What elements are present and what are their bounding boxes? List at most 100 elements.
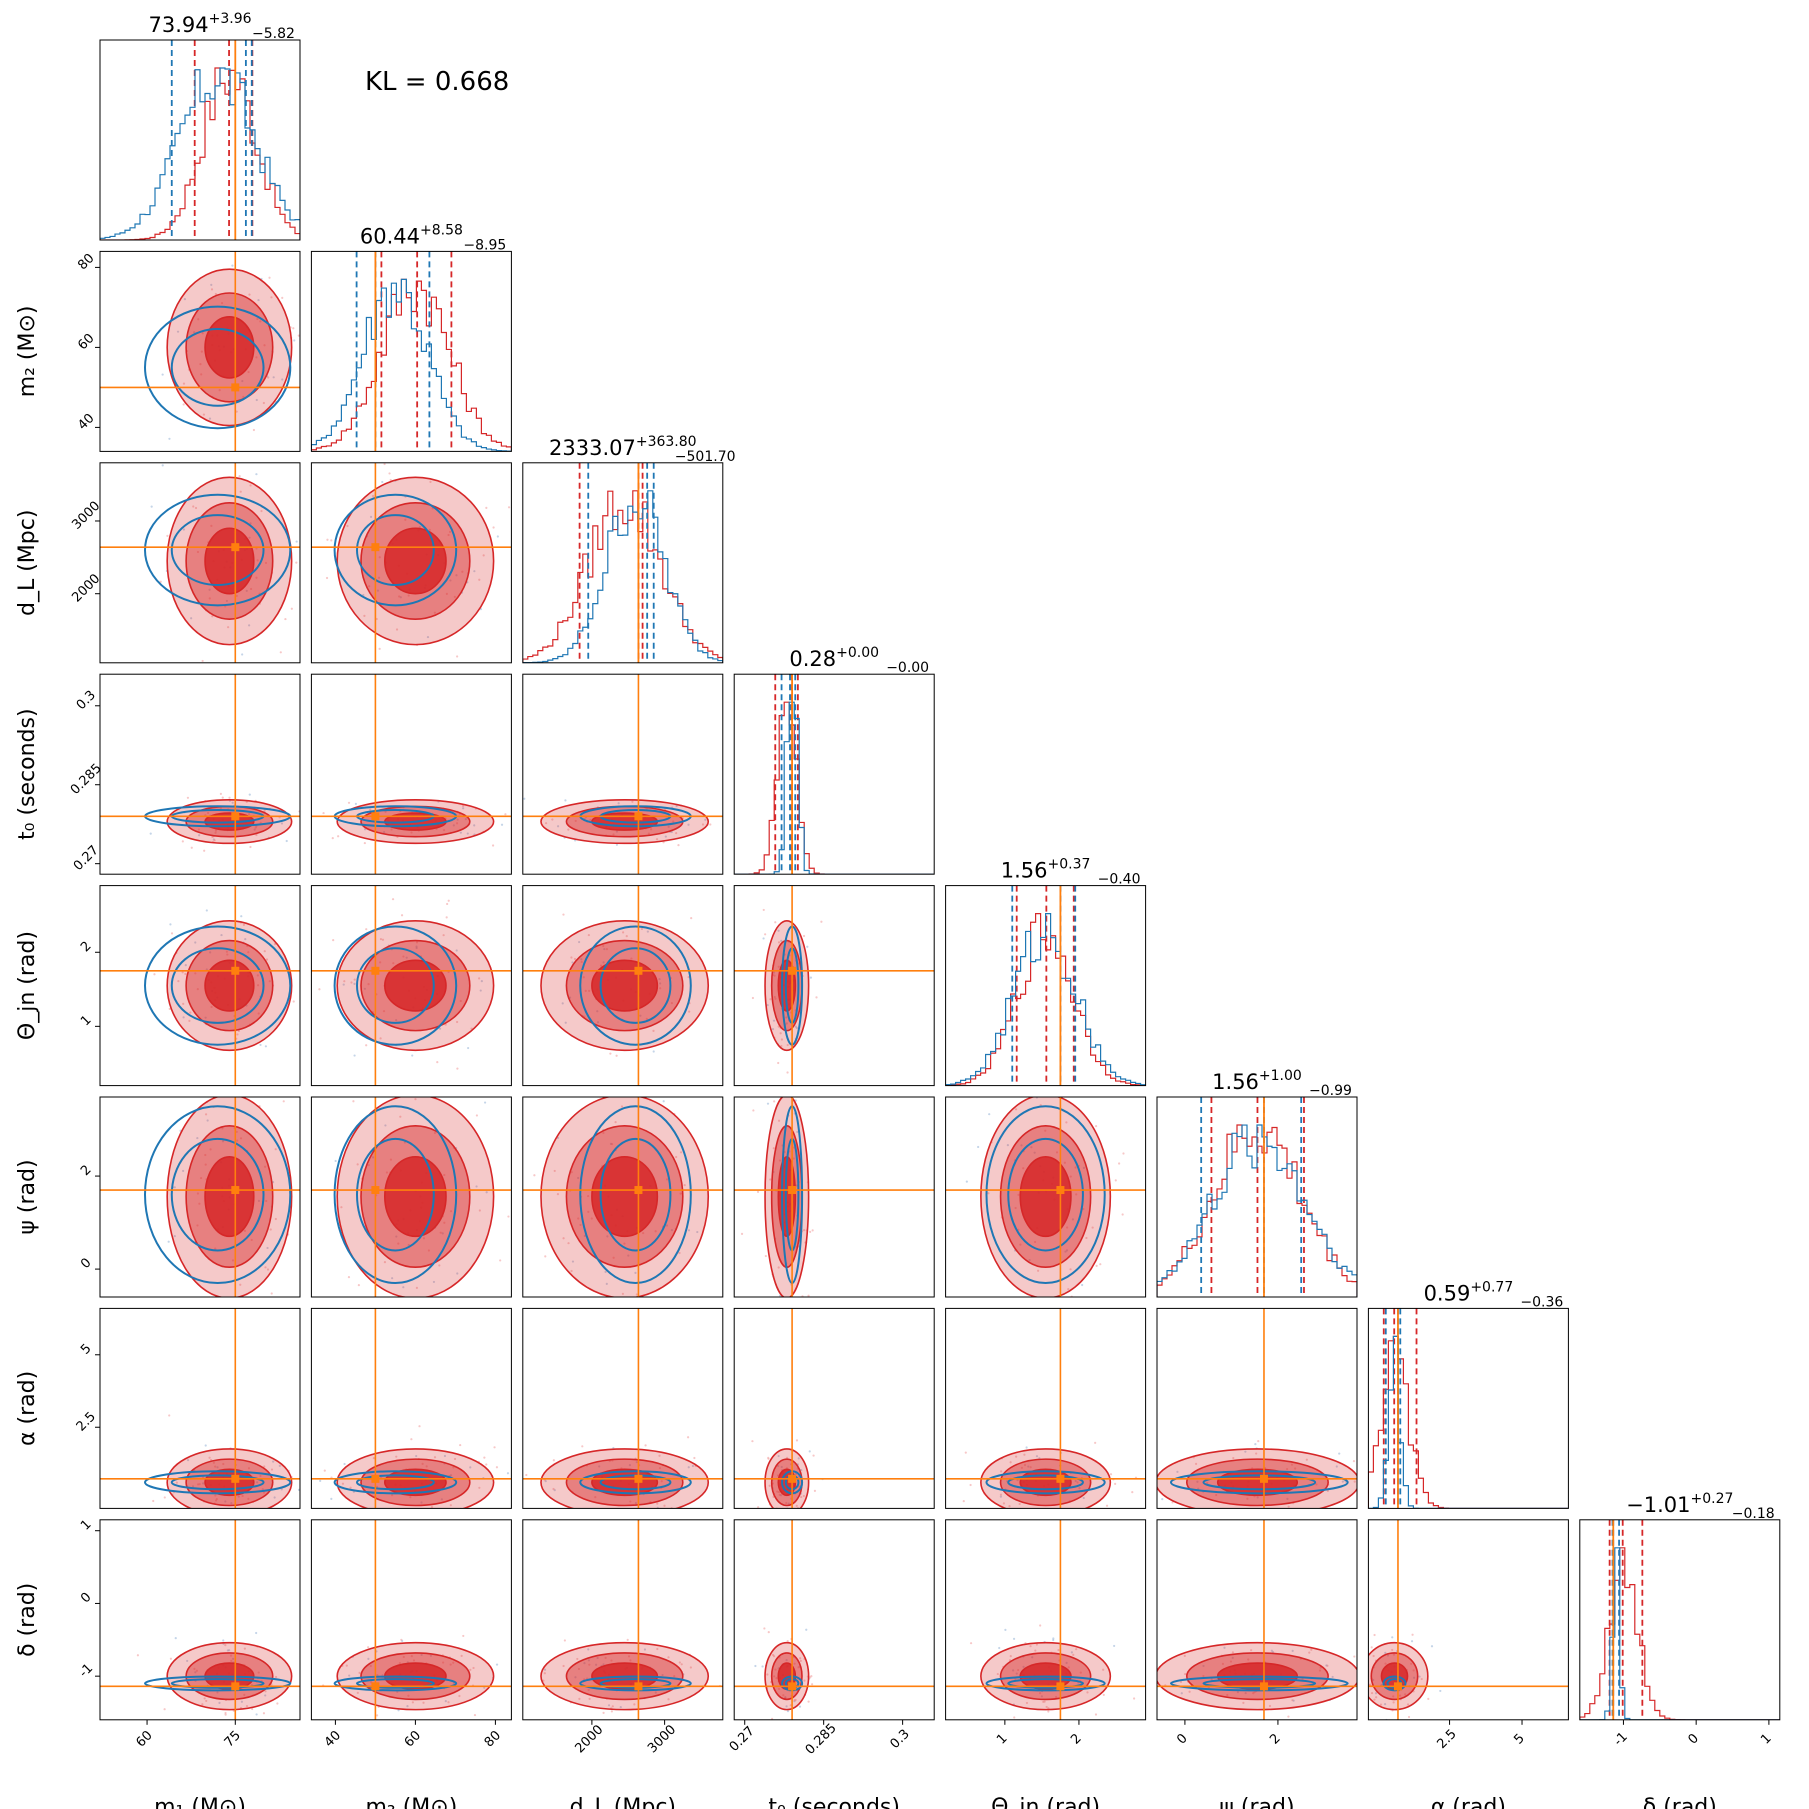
panel-title-delta: −1.01+0.27: [1626, 1491, 1733, 1517]
contour-blue-level-0: [579, 1675, 692, 1692]
scatter-point: [1206, 1481, 1209, 1485]
scatter-point: [693, 1456, 696, 1460]
scatter-point: [687, 823, 690, 826]
scatter-point: [977, 1145, 980, 1149]
scatter-point: [1074, 1166, 1077, 1169]
scatter-point: [200, 350, 203, 353]
scatter-point: [763, 1041, 765, 1043]
scatter-point: [205, 909, 208, 912]
scatter-point: [587, 1648, 590, 1651]
contour-blue-level-0: [333, 493, 458, 607]
scatter-panel-m1-t0: 0.27 0.285 0.3: [68, 673, 301, 875]
scatter-point: [578, 1697, 581, 1700]
scatter-point: [796, 1313, 798, 1315]
contour-red-level-2: [383, 1155, 447, 1238]
scatter-point: [163, 1496, 166, 1499]
scatter-point: [1114, 1482, 1117, 1485]
scatter-point: [439, 1231, 442, 1234]
scatter-point: [773, 1675, 776, 1678]
scatter-panel-psi-alpha: [1156, 1307, 1358, 1509]
scatter-point: [1116, 1647, 1118, 1649]
scatter-point: [519, 824, 521, 826]
scatter-point: [467, 1046, 470, 1050]
histogram-red-t0: [734, 701, 935, 875]
scatter-panel-m2-delta: 40 60 80: [310, 1519, 512, 1750]
scatter-point: [182, 1016, 185, 1019]
scatter-point: [574, 819, 577, 823]
scatter-point: [420, 1523, 422, 1525]
panel-title-plus-delta: +0.27: [1691, 1491, 1734, 1507]
scatter-point: [551, 818, 554, 821]
scatter-point: [255, 1713, 258, 1716]
scatter-point: [568, 996, 572, 999]
y-axis-label-delta: δ (rad): [15, 1583, 40, 1657]
scatter-point: [246, 679, 248, 681]
scatter-point: [255, 473, 258, 476]
scatter-point: [219, 792, 222, 795]
scatter-point: [445, 916, 448, 919]
scatter-point: [640, 927, 644, 931]
x-axis-label-theta: Θ_jn (rad): [991, 1795, 1100, 1809]
scatter-point: [284, 617, 287, 621]
panel-frame: [1156, 1307, 1358, 1509]
scatter-point: [787, 1502, 790, 1505]
y-axis-label-theta: Θ_jn (rad): [15, 931, 40, 1040]
scatter-point: [177, 980, 180, 983]
panel-frame: [733, 1307, 935, 1509]
scatter-point: [387, 1344, 389, 1346]
truth-marker: [371, 966, 380, 975]
scatter-point: [751, 996, 755, 1000]
scatter-panel-m1-delta: -1 0 1 60 75: [76, 1517, 301, 1750]
scatter-point: [762, 908, 765, 912]
scatter-point: [1270, 1649, 1273, 1652]
scatter-point: [656, 1502, 659, 1505]
scatter-point: [779, 1032, 782, 1035]
scatter-point: [583, 1662, 586, 1665]
scatter-point: [381, 938, 385, 941]
contour-blue-level-0: [1382, 1675, 1407, 1692]
panel-title-psi: 1.56+1.00: [1212, 1068, 1302, 1094]
scatter-point: [415, 941, 419, 944]
scatter-point: [276, 1702, 279, 1705]
scatter-point: [570, 1269, 573, 1273]
scatter-point: [664, 835, 667, 838]
scatter-point: [567, 828, 570, 831]
scatter-point: [201, 659, 204, 663]
truth-marker: [1056, 1682, 1065, 1691]
scatter-point: [1078, 1487, 1081, 1490]
scatter-point: [1052, 1637, 1055, 1640]
scatter-point: [475, 1185, 478, 1188]
scatter-point: [399, 596, 402, 599]
histogram-blue-psi: [1157, 1124, 1357, 1297]
x-axis-label-m1: m₁ (M⊙): [154, 1795, 246, 1809]
panel-frame: [945, 1307, 1147, 1509]
scatter-point: [1081, 1283, 1084, 1287]
scatter-point: [1161, 1498, 1164, 1501]
scatter-point: [429, 1654, 433, 1657]
scatter-point: [1359, 1666, 1361, 1668]
scatter-point: [493, 1446, 496, 1449]
panel-content: [100, 1519, 300, 1720]
x-tick-label-m1-1: 75: [222, 1728, 244, 1750]
scatter-point: [1412, 1676, 1416, 1679]
scatter-point: [357, 1284, 360, 1287]
scatter-point: [269, 1228, 272, 1231]
scatter-point: [347, 801, 351, 804]
scatter-point: [1074, 1479, 1077, 1483]
scatter-point: [186, 1459, 190, 1462]
scatter-point: [182, 1169, 185, 1173]
scatter-point: [764, 933, 767, 936]
scatter-point: [233, 1510, 235, 1512]
scatter-point: [266, 1246, 269, 1250]
scatter-point: [274, 1675, 278, 1679]
scatter-point: [1253, 1691, 1256, 1694]
scatter-point: [767, 1631, 770, 1634]
scatter-point: [367, 983, 370, 986]
scatter-point: [749, 839, 751, 841]
scatter-point: [780, 1044, 783, 1048]
scatter-point: [1009, 1461, 1012, 1464]
scatter-point: [795, 1026, 798, 1030]
scatter-panel-theta-psi: [945, 1096, 1147, 1298]
scatter-point: [257, 1199, 261, 1202]
scatter-point: [1308, 1651, 1311, 1654]
